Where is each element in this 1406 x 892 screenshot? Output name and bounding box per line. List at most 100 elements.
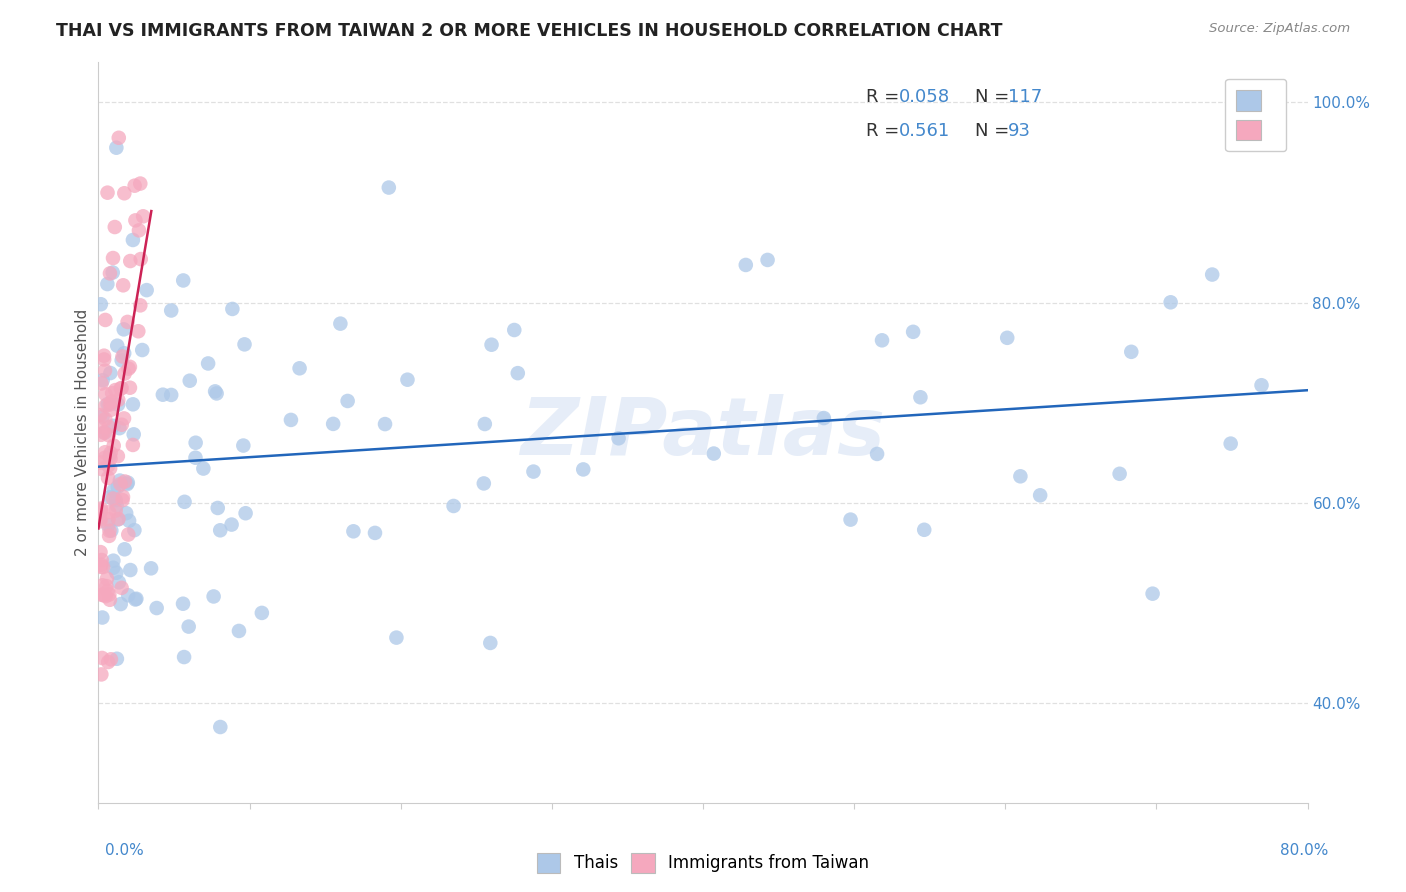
Point	[129, 252, 152, 266]
Point	[1160, 295, 1182, 310]
Point	[1219, 436, 1241, 450]
Point	[111, 353, 134, 368]
Point	[104, 383, 127, 397]
Point	[94, 450, 117, 465]
Point	[173, 650, 195, 665]
Point	[396, 373, 419, 387]
Point	[329, 317, 352, 331]
Point	[105, 141, 128, 155]
Point	[114, 367, 136, 381]
Point	[288, 361, 311, 376]
Point	[105, 652, 128, 666]
Point	[112, 411, 135, 425]
Point	[117, 315, 139, 329]
Point	[100, 395, 122, 409]
Text: N =: N =	[976, 88, 1015, 106]
Point	[131, 343, 153, 357]
Point	[100, 366, 122, 380]
Point	[107, 512, 129, 526]
Point	[901, 325, 924, 339]
Point	[129, 177, 152, 191]
Point	[101, 386, 124, 401]
Text: THAI VS IMMIGRANTS FROM TAIWAN 2 OR MORE VEHICLES IN HOUSEHOLD CORRELATION CHART: THAI VS IMMIGRANTS FROM TAIWAN 2 OR MORE…	[56, 22, 1002, 40]
Point	[481, 337, 503, 351]
Point	[474, 417, 496, 431]
Point	[607, 431, 630, 445]
Point	[1029, 488, 1052, 502]
Point	[112, 186, 135, 201]
Point	[105, 339, 128, 353]
Point	[108, 474, 131, 488]
Point	[1250, 378, 1272, 392]
Point	[385, 631, 408, 645]
Point	[129, 298, 152, 312]
Point	[111, 493, 134, 508]
Point	[205, 386, 228, 401]
Point	[235, 506, 257, 520]
Point	[105, 499, 128, 513]
Point	[101, 491, 124, 506]
Point	[97, 518, 120, 533]
Point	[97, 655, 120, 669]
Point	[94, 589, 117, 603]
Text: ZIPatlas: ZIPatlas	[520, 393, 886, 472]
Point	[910, 390, 932, 404]
Point	[111, 350, 134, 364]
Point	[110, 581, 132, 595]
Point	[90, 667, 112, 681]
Point	[734, 258, 756, 272]
Point	[522, 465, 544, 479]
Point	[1142, 587, 1164, 601]
Text: 93: 93	[1008, 121, 1031, 140]
Point	[107, 512, 129, 526]
Point	[90, 456, 112, 470]
Point	[479, 636, 502, 650]
Point	[912, 523, 935, 537]
Point	[995, 331, 1018, 345]
Legend: , : ,	[1225, 78, 1286, 152]
Text: R =: R =	[866, 88, 905, 106]
Point	[207, 500, 229, 515]
Point	[197, 356, 219, 370]
Point	[1201, 268, 1223, 282]
Point	[97, 512, 120, 526]
Point	[104, 503, 127, 517]
Point	[91, 578, 114, 592]
Point	[98, 505, 121, 519]
Text: 117: 117	[1008, 88, 1042, 106]
Point	[160, 388, 183, 402]
Point	[90, 504, 112, 518]
Point	[132, 210, 155, 224]
Point	[96, 277, 118, 291]
Point	[98, 524, 121, 538]
Point	[97, 428, 120, 442]
Point	[103, 483, 125, 498]
Point	[112, 278, 135, 293]
Point	[813, 411, 835, 425]
Point	[118, 359, 141, 374]
Point	[117, 361, 139, 376]
Text: 0.561: 0.561	[898, 121, 950, 140]
Point	[90, 427, 112, 442]
Point	[378, 180, 401, 194]
Point	[94, 445, 117, 459]
Point	[93, 349, 115, 363]
Point	[105, 566, 128, 580]
Point	[228, 624, 250, 638]
Point	[336, 394, 359, 409]
Point	[117, 527, 139, 541]
Point	[90, 501, 112, 516]
Point	[209, 523, 232, 537]
Point	[91, 462, 114, 476]
Point	[124, 213, 146, 227]
Point	[108, 421, 131, 435]
Point	[839, 513, 862, 527]
Point	[98, 529, 121, 543]
Point	[107, 392, 129, 407]
Point	[202, 590, 225, 604]
Point	[703, 446, 725, 460]
Point	[177, 619, 200, 633]
Point	[112, 346, 135, 360]
Point	[233, 337, 256, 351]
Point	[232, 438, 254, 452]
